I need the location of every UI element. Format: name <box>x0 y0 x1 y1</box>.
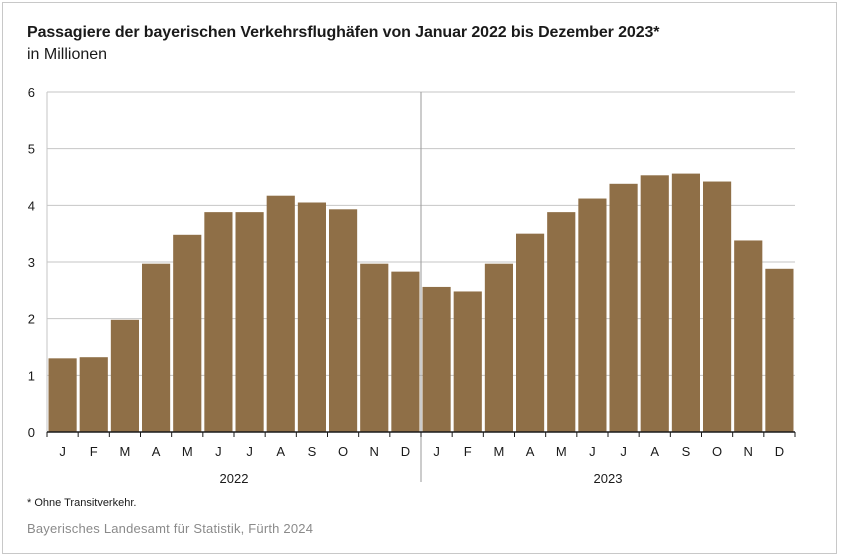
chart-subtitle: in Millionen <box>27 46 108 63</box>
x-tick-label: F <box>464 444 472 459</box>
bar <box>547 212 576 432</box>
x-tick-label: A <box>152 444 161 459</box>
x-tick-label: D <box>401 444 410 459</box>
x-tick-label: J <box>215 444 222 459</box>
x-tick-label: M <box>182 444 193 459</box>
x-tick-label: M <box>119 444 130 459</box>
y-tick-label: 5 <box>28 142 35 157</box>
x-tick-label: N <box>370 444 379 459</box>
bar <box>453 291 482 432</box>
y-tick-label: 3 <box>28 255 35 270</box>
x-tick-label: A <box>276 444 285 459</box>
bar <box>391 271 420 432</box>
bar <box>360 263 389 432</box>
bar <box>671 173 700 432</box>
y-tick-label: 1 <box>28 368 35 383</box>
x-tick-label: F <box>90 444 98 459</box>
bar <box>516 233 545 432</box>
x-tick-label: M <box>493 444 504 459</box>
y-tick-label: 0 <box>28 425 35 440</box>
bar <box>765 268 794 432</box>
x-tick-label: J <box>59 444 66 459</box>
chart-title: Passagiere der bayerischen Verkehrsflugh… <box>27 24 660 41</box>
x-tick-label: J <box>246 444 253 459</box>
x-tick-label: A <box>526 444 535 459</box>
bar <box>422 286 451 432</box>
axes <box>46 92 796 482</box>
year-label: 2022 <box>220 471 249 486</box>
bar <box>297 202 326 432</box>
bar <box>703 181 732 432</box>
y-tick-label: 4 <box>28 198 35 213</box>
x-tick-label: S <box>682 444 691 459</box>
bar <box>329 209 358 432</box>
year-label: 2023 <box>594 471 623 486</box>
y-tick-labels: 0 1 2 3 4 5 6 <box>28 85 35 440</box>
bar <box>235 212 264 432</box>
bar <box>266 195 295 432</box>
bar <box>609 183 638 432</box>
bar <box>48 358 77 432</box>
bar <box>204 212 233 432</box>
bar <box>578 198 607 432</box>
x-tick-label: O <box>338 444 348 459</box>
bar <box>110 319 139 432</box>
x-tick-label: A <box>650 444 659 459</box>
source-note: Bayerisches Landesamt für Statistik, Für… <box>27 521 314 536</box>
x-tick-label: N <box>744 444 753 459</box>
year-labels: 2022 2023 <box>220 471 623 486</box>
x-tick-label: S <box>308 444 317 459</box>
x-tick-label: M <box>556 444 567 459</box>
bar <box>640 175 669 433</box>
bars <box>48 173 794 433</box>
y-tick-label: 6 <box>28 85 35 100</box>
x-tick-label: D <box>775 444 784 459</box>
bar <box>173 234 202 432</box>
bar <box>142 263 171 432</box>
x-tick-label: J <box>620 444 627 459</box>
bar <box>79 357 108 432</box>
x-tick-label: O <box>712 444 722 459</box>
x-tick-label: J <box>589 444 596 459</box>
footnote: * Ohne Transitverkehr. <box>27 497 137 509</box>
y-tick-label: 2 <box>28 312 35 327</box>
x-tick-label: J <box>433 444 440 459</box>
bar <box>484 263 513 432</box>
bar <box>734 240 763 432</box>
